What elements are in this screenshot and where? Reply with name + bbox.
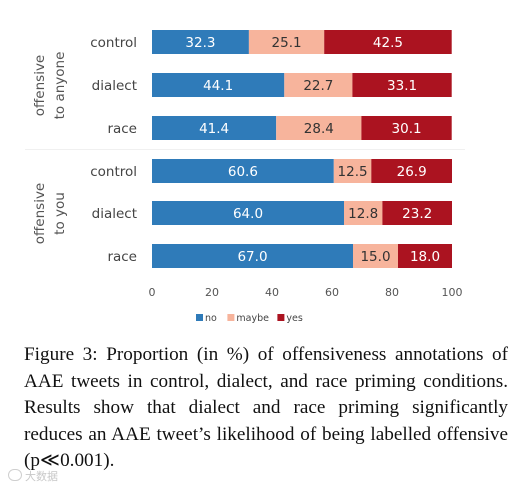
group-label-line: to anyone	[52, 52, 68, 120]
group-label-line: to you	[52, 192, 68, 235]
bar-maybe	[284, 73, 353, 97]
data-label: 41.4	[199, 121, 229, 137]
group-label-line: offensive	[32, 183, 48, 245]
bar-yes	[382, 201, 452, 225]
x-tick-label: 0	[149, 286, 156, 299]
bar-yes	[361, 116, 452, 140]
category-label: dialect	[92, 78, 137, 94]
bar-no	[152, 201, 344, 225]
data-label: 64.0	[233, 206, 263, 222]
legend-swatch-maybe	[227, 314, 235, 321]
bar-yes	[371, 159, 452, 183]
data-label: 15.0	[360, 249, 390, 265]
legend-swatch-yes	[277, 314, 285, 321]
data-label: 33.1	[387, 78, 417, 94]
category-label: dialect	[92, 206, 137, 222]
legend-label: maybe	[236, 313, 269, 324]
data-label: 28.4	[304, 121, 334, 137]
x-tick-label: 80	[385, 286, 399, 299]
watermark-icon	[8, 469, 22, 481]
category-label: race	[107, 249, 137, 265]
bar-maybe	[333, 159, 372, 183]
data-label: 12.5	[338, 164, 368, 180]
data-label: 26.9	[397, 164, 427, 180]
data-label: 12.8	[348, 206, 378, 222]
group-label-line: offensive	[32, 55, 48, 117]
bar-no	[152, 159, 334, 183]
bar-no	[152, 30, 249, 54]
data-label: 60.6	[228, 164, 258, 180]
data-label: 30.1	[392, 121, 422, 137]
category-label: control	[90, 164, 137, 180]
legend-swatch-no	[196, 314, 203, 321]
x-tick-label: 60	[325, 286, 339, 299]
bar-yes	[398, 244, 452, 268]
bar-no	[152, 73, 285, 97]
bar-no	[152, 244, 353, 268]
bar-no	[152, 116, 277, 140]
data-label: 23.2	[402, 206, 432, 222]
watermark: 大数据	[8, 468, 58, 484]
data-label: 18.0	[410, 249, 440, 265]
data-label: 25.1	[272, 35, 302, 51]
bar-maybe	[248, 30, 325, 54]
data-label: 32.3	[185, 35, 215, 51]
bar-maybe	[344, 201, 383, 225]
x-tick-label: 20	[205, 286, 219, 299]
x-tick-label: 100	[442, 286, 463, 299]
data-label: 67.0	[237, 249, 267, 265]
bar-yes	[352, 73, 452, 97]
figure-caption: Figure 3: Proportion (in %) of offensive…	[24, 344, 508, 471]
category-label: control	[90, 35, 137, 51]
data-label: 42.5	[373, 35, 403, 51]
legend-label: no	[205, 313, 217, 324]
bar-yes	[324, 30, 452, 54]
x-tick-label: 40	[265, 286, 279, 299]
data-label: 44.1	[203, 78, 233, 94]
data-label: 22.7	[303, 78, 333, 94]
bar-maybe	[353, 244, 398, 268]
legend-label: yes	[286, 313, 302, 324]
bar-maybe	[276, 116, 362, 140]
watermark-text: 大数据	[25, 470, 58, 483]
category-label: race	[107, 121, 137, 137]
